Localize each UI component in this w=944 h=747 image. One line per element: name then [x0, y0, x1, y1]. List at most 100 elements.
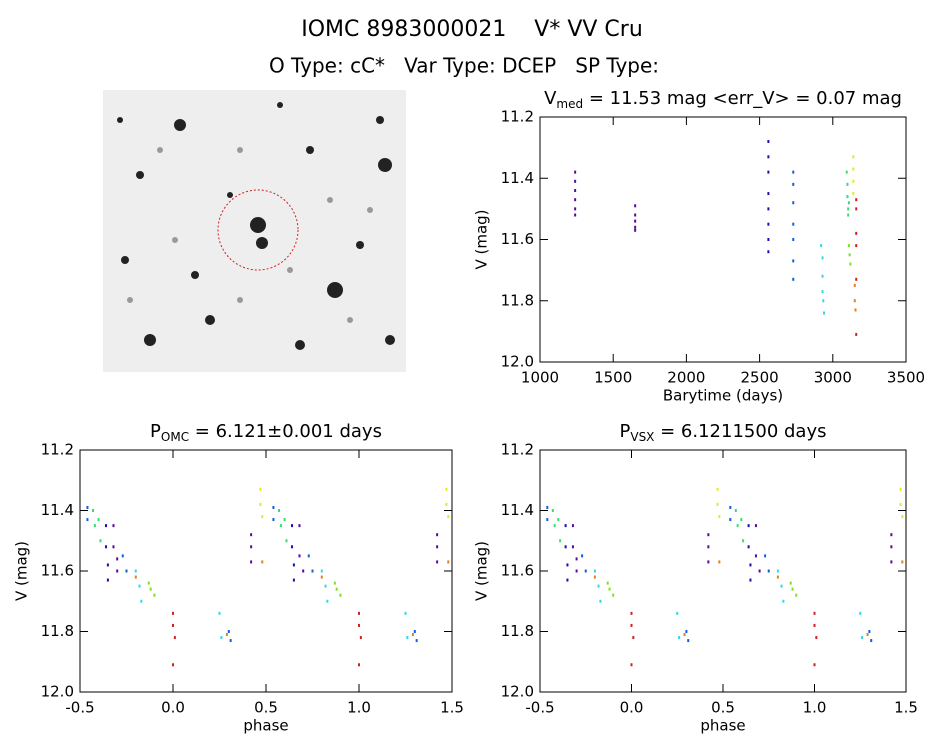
- y-tick-label: 11.6: [501, 562, 534, 580]
- data-point: [890, 560, 893, 564]
- data-point: [574, 189, 577, 192]
- data-point: [707, 560, 710, 564]
- x-tick-label: 1.0: [803, 699, 827, 717]
- data-point: [776, 569, 779, 573]
- y-tick-label: 11.8: [41, 622, 74, 640]
- data-point: [742, 539, 745, 543]
- data-point: [767, 170, 770, 174]
- y-tick-label: 11.2: [41, 441, 74, 459]
- data-point: [853, 283, 856, 287]
- data-point: [729, 505, 732, 509]
- data-point: [890, 533, 893, 537]
- data-point: [311, 569, 314, 573]
- data-point: [106, 578, 109, 582]
- data-point: [597, 584, 600, 588]
- data-point: [813, 663, 816, 667]
- data-point: [574, 179, 577, 183]
- y-tick-label: 12.0: [501, 683, 534, 701]
- data-point: [227, 630, 230, 633]
- data-point: [870, 639, 873, 643]
- data-point: [564, 524, 567, 528]
- data-point: [445, 502, 448, 506]
- data-point: [272, 518, 275, 522]
- data-point: [859, 611, 862, 615]
- x-axis-label: Barytime (days): [663, 387, 783, 405]
- y-tick-label: 11.4: [501, 169, 534, 187]
- data-point: [678, 636, 681, 640]
- data-point: [852, 167, 855, 171]
- y-tick-label: 11.6: [501, 230, 534, 248]
- data-point: [899, 487, 902, 491]
- data-point: [292, 578, 295, 582]
- data-point: [747, 524, 750, 528]
- data-point: [822, 299, 825, 303]
- data-point: [138, 584, 141, 588]
- y-tick-label: 12.0: [41, 683, 74, 701]
- data-point: [634, 204, 637, 208]
- data-point: [795, 593, 798, 597]
- data-point: [791, 587, 794, 591]
- data-point: [339, 593, 342, 597]
- data-point: [847, 213, 850, 217]
- data-point: [93, 524, 96, 528]
- data-point: [792, 201, 795, 205]
- data-point: [767, 140, 770, 143]
- data-point: [792, 170, 795, 174]
- data-point: [729, 518, 732, 522]
- data-point: [606, 581, 609, 585]
- data-point: [630, 663, 633, 667]
- x-tick-label: 0.5: [711, 699, 735, 717]
- x-tick-label: -0.5: [525, 699, 554, 717]
- data-point: [436, 545, 439, 549]
- data-point: [687, 639, 690, 643]
- data-point: [298, 524, 301, 528]
- data-point: [584, 569, 587, 573]
- data-point: [574, 170, 577, 174]
- data-point: [86, 518, 89, 522]
- y-tick-label: 11.4: [41, 501, 74, 519]
- data-point: [608, 587, 611, 591]
- data-point: [436, 533, 439, 537]
- data-point: [792, 182, 795, 186]
- data-point: [853, 299, 856, 303]
- data-point: [172, 663, 174, 667]
- data-point: [302, 569, 305, 573]
- data-point: [172, 611, 174, 615]
- data-point: [358, 611, 360, 615]
- data-point: [852, 179, 855, 183]
- data-point: [847, 207, 850, 211]
- data-point: [326, 599, 329, 603]
- data-point: [324, 584, 327, 588]
- data-point: [792, 259, 795, 263]
- data-point: [749, 578, 752, 582]
- data-point: [149, 587, 152, 591]
- data-point: [792, 277, 795, 281]
- x-tick-label: 1500: [594, 369, 632, 387]
- y-tick-label: 11.6: [41, 562, 74, 580]
- data-point: [868, 630, 871, 633]
- data-point: [250, 560, 253, 564]
- data-point: [575, 557, 578, 561]
- y-tick-label: 11.4: [501, 501, 534, 519]
- data-point: [792, 238, 795, 241]
- data-point: [758, 569, 761, 573]
- data-point: [229, 639, 232, 643]
- title-part: P: [620, 421, 631, 442]
- data-point: [740, 518, 743, 522]
- data-point: [99, 539, 102, 543]
- data-point: [105, 524, 108, 528]
- data-point: [901, 560, 904, 564]
- data-point: [112, 545, 115, 549]
- x-tick-label: 3000: [814, 369, 852, 387]
- x-tick-label: 3500: [887, 369, 925, 387]
- data-point: [415, 639, 418, 643]
- data-point: [782, 599, 785, 603]
- data-point: [848, 253, 851, 257]
- data-point: [754, 554, 757, 558]
- data-point: [404, 611, 407, 615]
- data-point: [566, 563, 569, 567]
- data-point: [901, 515, 904, 519]
- data-point: [854, 308, 857, 312]
- data-point: [634, 225, 637, 229]
- data-point: [899, 502, 902, 506]
